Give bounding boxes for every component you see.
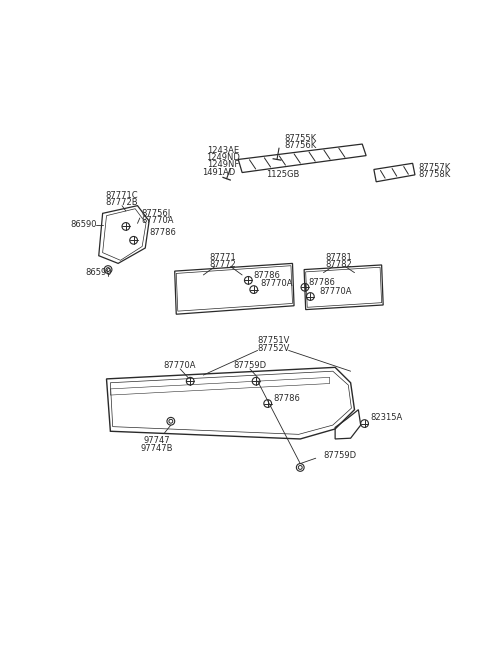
Text: 86590: 86590	[70, 220, 96, 229]
Text: 87756J: 87756J	[142, 209, 170, 218]
Text: 1249ND: 1249ND	[206, 153, 240, 162]
Text: 97747: 97747	[144, 436, 170, 445]
Text: 87786: 87786	[308, 278, 335, 287]
Text: 87772B: 87772B	[106, 198, 138, 207]
Text: 1125GB: 1125GB	[266, 170, 299, 179]
Text: 87771C: 87771C	[106, 191, 138, 200]
Text: 82315A: 82315A	[370, 413, 402, 422]
Text: 97747B: 97747B	[141, 443, 173, 453]
Text: 87770A: 87770A	[320, 288, 352, 297]
Text: 87752V: 87752V	[257, 344, 289, 352]
Text: 87786: 87786	[273, 394, 300, 403]
Text: 1249NF: 1249NF	[206, 160, 239, 168]
Text: 87772: 87772	[209, 259, 236, 269]
Text: 86590: 86590	[85, 268, 112, 277]
Text: 87770A: 87770A	[142, 215, 174, 225]
Text: 87756K: 87756K	[284, 141, 316, 150]
Text: 87751V: 87751V	[257, 336, 289, 345]
Text: 1243AE: 1243AE	[207, 145, 239, 155]
Text: 87755K: 87755K	[284, 134, 316, 143]
Text: 87758K: 87758K	[418, 170, 450, 179]
Text: 87786: 87786	[149, 228, 176, 237]
Text: 87770A: 87770A	[164, 362, 196, 370]
Text: 87770A: 87770A	[260, 279, 292, 288]
Text: 87786: 87786	[254, 271, 281, 280]
Text: 1491AD: 1491AD	[202, 168, 236, 177]
Text: 87782: 87782	[325, 259, 352, 269]
Text: 87757K: 87757K	[418, 162, 450, 172]
Text: 87781: 87781	[325, 253, 352, 262]
Text: 87771: 87771	[209, 253, 236, 262]
Text: 87759D: 87759D	[233, 362, 266, 370]
Text: 87759D: 87759D	[324, 451, 357, 460]
